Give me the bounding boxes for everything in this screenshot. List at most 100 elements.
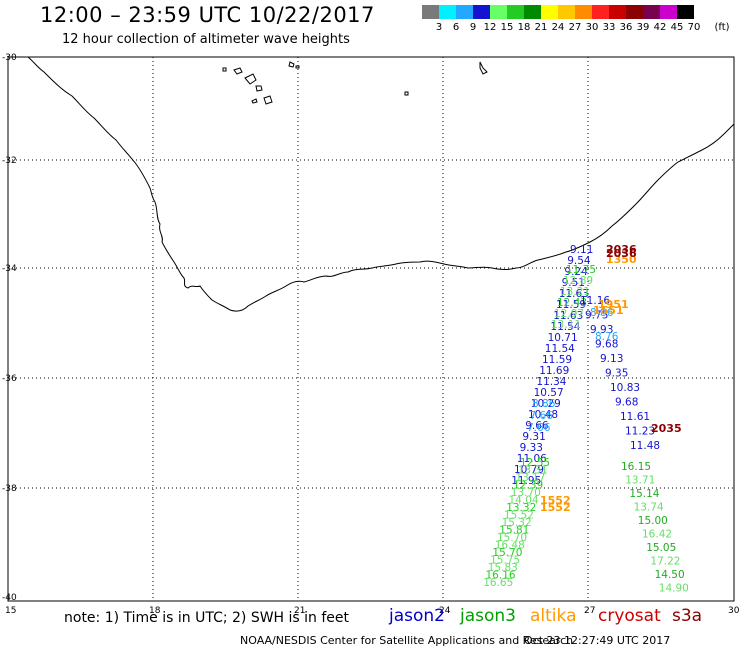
swh-value-jason3: 11.75 bbox=[566, 264, 596, 276]
swh-value-jason2: 10.83 bbox=[610, 382, 640, 394]
legend-label: 33 bbox=[602, 22, 616, 33]
swh-value-jason2: 10.48 bbox=[528, 409, 558, 421]
legend-label: 70 bbox=[687, 22, 701, 33]
swh-value-jason2: 8.86 bbox=[590, 307, 614, 319]
swh-value-jason3: 12.43 bbox=[557, 297, 587, 309]
satellite-jason3: jason3 bbox=[460, 606, 516, 626]
lat-label-34: -34 bbox=[2, 264, 17, 274]
legend-swatch bbox=[592, 5, 609, 19]
swh-value-jason3: 16.65 bbox=[483, 577, 513, 589]
swh-value-jason3: 13.17 bbox=[515, 472, 545, 484]
swh-value-jason2: 9.54 bbox=[567, 255, 591, 267]
swh-value-jason3: 15.05 bbox=[646, 542, 676, 554]
lat-label-32: -32 bbox=[2, 156, 17, 166]
swh-value-jason2: 10.79 bbox=[514, 464, 544, 476]
swh-value-jason3: 15.32 bbox=[502, 517, 532, 529]
latitude-labels: -30 -32 -34 -36 -38 -40 bbox=[2, 53, 17, 603]
swh-value-jason2: 9.24 bbox=[564, 266, 588, 278]
lon-label-27: 27 bbox=[584, 606, 595, 616]
legend-swatch bbox=[677, 5, 694, 19]
swh-value-jason2: 9.31 bbox=[522, 431, 545, 443]
swh-value-jason2: 9.75 bbox=[585, 310, 608, 322]
graticule bbox=[8, 57, 734, 601]
legend-swatch bbox=[507, 5, 524, 19]
swh-value-jason2: 11.59 bbox=[556, 299, 586, 311]
legend-label: 30 bbox=[585, 22, 599, 33]
swh-value-jason2: 11.23 bbox=[625, 426, 655, 438]
swh-value-jason2: 9.33 bbox=[520, 442, 543, 454]
legend-swatch bbox=[643, 5, 660, 19]
swh-value-jason2: 8.76 bbox=[595, 331, 619, 343]
legend-swatch bbox=[490, 5, 507, 19]
swh-labels: 9.119.549.249.5111.6311.5911.6311.5410.7… bbox=[483, 243, 689, 595]
swh-value-jason2: 9.68 bbox=[595, 339, 618, 351]
swh-value-jason2: 11.16 bbox=[580, 295, 610, 307]
satellite-cryosat: cryosat bbox=[598, 606, 661, 626]
swh-value-jason3: 12.55 bbox=[520, 457, 550, 469]
footer-timestamp: Oct 23 12:27:49 UTC 2017 bbox=[524, 634, 671, 647]
legend-label: 9 bbox=[469, 22, 477, 33]
legend-label: 15 bbox=[500, 22, 514, 33]
map-frame bbox=[7, 56, 735, 602]
swh-value-jason3: 17.22 bbox=[650, 556, 680, 568]
lon-label-24: 24 bbox=[439, 606, 451, 616]
swh-value-jason2: 10.71 bbox=[548, 332, 578, 344]
swh-value-jason3: 13.11 bbox=[551, 319, 581, 331]
swh-value-jason2: 11.59 bbox=[542, 354, 572, 366]
legend-swatch bbox=[660, 5, 677, 19]
swh-value-jason2: 11.06 bbox=[517, 453, 547, 465]
swh-value-altika: 1552 bbox=[540, 494, 571, 507]
swh-value-jason3: 12.89 bbox=[563, 275, 593, 287]
lon-label-21: 21 bbox=[294, 606, 305, 616]
footer-center: NOAA/NESDIS Center for Satellite Applica… bbox=[240, 634, 574, 647]
legend-swatch bbox=[422, 5, 439, 19]
swh-value-jason3: 14.90 bbox=[659, 583, 689, 595]
swh-value-jason3: 13.71 bbox=[625, 475, 655, 487]
swh-value-jason3: 13.32 bbox=[506, 502, 536, 514]
swh-value-jason2: 11.54 bbox=[545, 343, 575, 355]
swh-value-jason3: 16.15 bbox=[621, 461, 651, 473]
swh-value-jason2: 10.57 bbox=[534, 387, 564, 399]
swh-value-jason3: 15.75 bbox=[490, 555, 520, 567]
satellite-jason2: jason2 bbox=[389, 606, 445, 626]
legend-unit: (ft) bbox=[714, 22, 730, 33]
swh-value-jason2: 9.68 bbox=[615, 397, 638, 409]
legend-label: 12 bbox=[483, 22, 497, 33]
swh-value-jason3: 13.74 bbox=[634, 502, 664, 514]
lon-label-15: 15 bbox=[5, 606, 16, 616]
swh-value-jason2: 7.66 bbox=[530, 410, 554, 422]
swh-value-jason2: 11.61 bbox=[620, 411, 650, 423]
swh-value-jason2: 10.29 bbox=[531, 398, 561, 410]
swh-value-altika: 1350 bbox=[606, 253, 637, 266]
lat-label-30: -30 bbox=[2, 53, 17, 63]
swh-value-jason2: 11.54 bbox=[550, 321, 580, 333]
swh-value-jason2: 11.48 bbox=[630, 440, 660, 452]
legend-swatch bbox=[473, 5, 490, 19]
swh-value-jason3: 14.50 bbox=[655, 569, 685, 581]
swh-value-jason2: 11.34 bbox=[536, 376, 566, 388]
satellite-s3a: s3a bbox=[672, 606, 703, 626]
page-title: 12:00 – 23:59 UTC 10/22/2017 bbox=[40, 3, 375, 27]
page-subtitle: 12 hour collection of altimeter wave hei… bbox=[62, 32, 350, 47]
legend-swatch bbox=[626, 5, 643, 19]
swh-value-jason3: 13.21 bbox=[560, 286, 590, 298]
legend-label: 45 bbox=[670, 22, 684, 33]
swh-value-jason3: 15.83 bbox=[488, 562, 518, 574]
legend-label: 18 bbox=[517, 22, 531, 33]
lat-label-38: -38 bbox=[2, 484, 17, 494]
swh-value-jason3: 15.70 bbox=[492, 547, 522, 559]
swh-value-jason3: 13.31 bbox=[518, 465, 548, 477]
legend-swatch bbox=[575, 5, 592, 19]
swh-value-jason2: 11.95 bbox=[511, 475, 541, 487]
lon-label-18: 18 bbox=[149, 606, 161, 616]
swh-value-jason2: 11.63 bbox=[559, 288, 589, 300]
swh-value-jason2: 11.69 bbox=[539, 365, 569, 377]
color-legend bbox=[422, 5, 694, 19]
swh-value-jason3: 13.70 bbox=[511, 487, 541, 499]
color-legend-labels: 3 6 9 12 15 18 21 24 27 30 33 36 39 42 45 70 (ft) bbox=[0, 22, 740, 36]
swh-value-s3a: 2036 bbox=[606, 243, 637, 256]
legend-swatch bbox=[541, 5, 558, 19]
islands bbox=[222, 61, 488, 105]
satellite-altika: altika bbox=[530, 606, 577, 626]
